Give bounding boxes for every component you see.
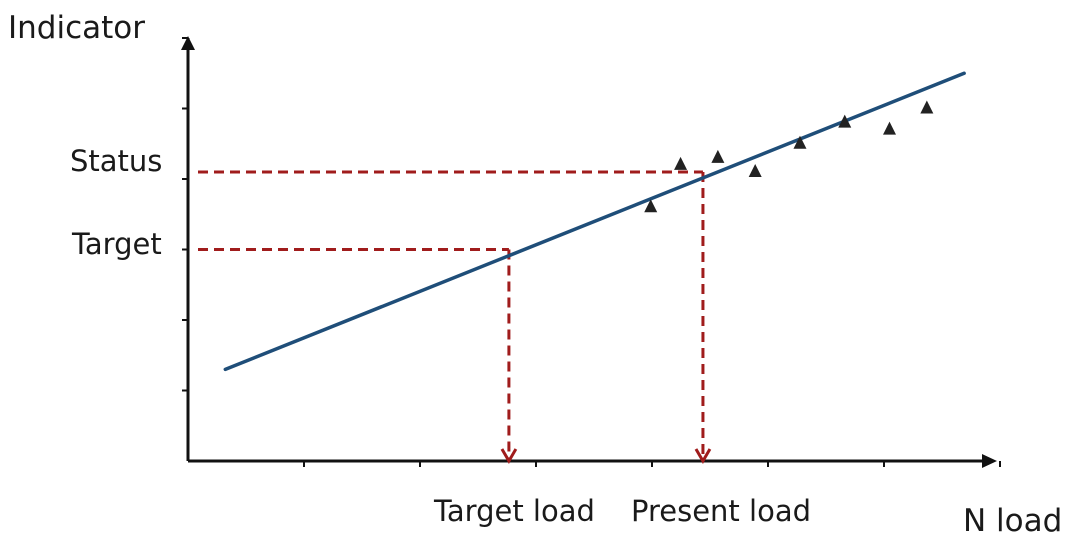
status-label: Status [70,144,163,178]
x-axis-label: N load [963,503,1063,539]
target-label: Target [72,227,162,261]
guide-arrowhead [500,448,518,464]
data-point-triangle [711,149,725,163]
data-point-triangle [838,114,852,128]
reference-lines [198,170,712,464]
data-point-triangle [920,100,934,114]
data-points [644,100,934,213]
data-point-triangle [748,163,762,177]
data-point-triangle [644,199,658,213]
data-point-triangle [793,135,807,149]
axes [181,36,1001,468]
y-axis-label: Indicator [8,10,145,46]
present-load-label: Present load [631,494,812,528]
data-point-triangle [883,121,897,135]
guide-arrowhead [694,448,712,464]
x-axis-arrowhead [982,454,997,468]
data-point-triangle [674,156,688,170]
y-axis-arrowhead [181,36,195,50]
trend-line-group [223,71,966,372]
trend-line [223,71,966,372]
target-load-label: Target load [434,494,595,528]
